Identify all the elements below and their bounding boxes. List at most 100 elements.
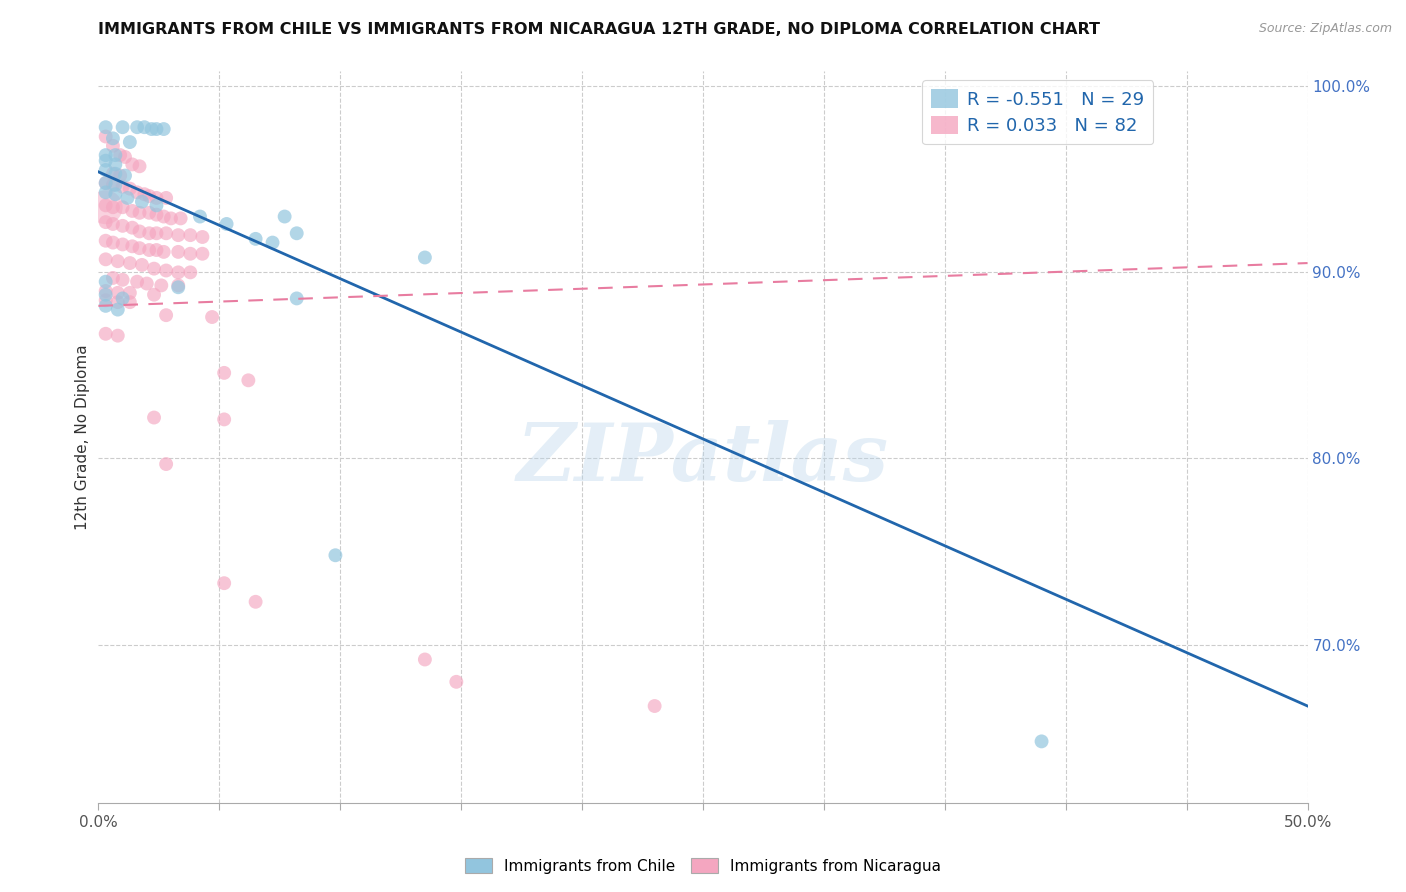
Point xyxy=(104,148,127,162)
Point xyxy=(131,194,153,209)
Point xyxy=(285,227,308,241)
Point xyxy=(108,148,131,162)
Point xyxy=(212,366,235,380)
Point xyxy=(273,210,295,224)
Point xyxy=(107,254,129,268)
Point xyxy=(94,215,117,229)
Point xyxy=(101,200,124,214)
Text: Source: ZipAtlas.com: Source: ZipAtlas.com xyxy=(1258,22,1392,36)
Point xyxy=(118,181,141,195)
Point xyxy=(127,186,149,200)
Point xyxy=(644,699,666,714)
Point xyxy=(121,157,143,171)
Point xyxy=(94,176,117,190)
Point xyxy=(143,410,166,425)
Point xyxy=(127,120,149,135)
Point xyxy=(104,167,127,181)
Point xyxy=(145,227,167,241)
Point xyxy=(138,243,160,257)
Point xyxy=(212,576,235,591)
Point xyxy=(152,122,174,136)
Point xyxy=(121,239,143,253)
Point xyxy=(107,295,129,310)
Point xyxy=(1031,734,1053,748)
Point xyxy=(104,178,127,192)
Legend: Immigrants from Chile, Immigrants from Nicaragua: Immigrants from Chile, Immigrants from N… xyxy=(458,852,948,880)
Point xyxy=(446,674,468,689)
Point xyxy=(94,275,117,289)
Point xyxy=(127,275,149,289)
Point xyxy=(188,210,211,224)
Point xyxy=(179,246,201,260)
Point xyxy=(167,228,190,243)
Point xyxy=(135,277,157,291)
Point xyxy=(131,258,153,272)
Point xyxy=(94,234,117,248)
Point xyxy=(138,189,160,203)
Point xyxy=(413,251,436,265)
Point xyxy=(111,292,134,306)
Point xyxy=(145,122,167,136)
Point xyxy=(152,244,174,259)
Point xyxy=(141,122,163,136)
Point xyxy=(101,138,124,153)
Point xyxy=(101,178,124,192)
Y-axis label: 12th Grade, No Diploma: 12th Grade, No Diploma xyxy=(75,344,90,530)
Point xyxy=(128,159,150,173)
Point xyxy=(143,287,166,301)
Point xyxy=(108,169,131,183)
Point xyxy=(128,224,150,238)
Point xyxy=(121,203,143,218)
Point xyxy=(107,285,129,300)
Point xyxy=(118,285,141,300)
Point xyxy=(152,210,174,224)
Point xyxy=(114,169,136,183)
Point xyxy=(128,206,150,220)
Point xyxy=(94,120,117,135)
Point xyxy=(94,186,117,200)
Point xyxy=(167,280,190,294)
Point xyxy=(238,373,260,387)
Point xyxy=(160,211,183,226)
Point xyxy=(150,278,173,293)
Point xyxy=(201,310,224,324)
Point xyxy=(94,129,117,144)
Point xyxy=(155,308,177,322)
Point xyxy=(138,227,160,241)
Point xyxy=(212,412,235,426)
Point xyxy=(167,244,190,259)
Point xyxy=(94,198,117,212)
Point xyxy=(94,284,117,298)
Point xyxy=(285,292,308,306)
Point xyxy=(101,271,124,285)
Point xyxy=(94,153,117,168)
Point xyxy=(94,163,117,178)
Point xyxy=(94,200,117,214)
Point xyxy=(167,265,190,279)
Point xyxy=(101,217,124,231)
Point xyxy=(215,217,238,231)
Point xyxy=(155,263,177,277)
Text: ZIPatlas: ZIPatlas xyxy=(517,420,889,498)
Point xyxy=(104,157,127,171)
Point xyxy=(101,167,124,181)
Point xyxy=(155,457,177,471)
Point xyxy=(169,211,191,226)
Legend: R = -0.551   N = 29, R = 0.033   N = 82: R = -0.551 N = 29, R = 0.033 N = 82 xyxy=(922,80,1153,145)
Point xyxy=(138,206,160,220)
Point xyxy=(145,191,167,205)
Point xyxy=(134,187,156,202)
Point xyxy=(94,299,117,313)
Point xyxy=(104,187,127,202)
Point xyxy=(101,235,124,250)
Point xyxy=(111,273,134,287)
Point xyxy=(179,228,201,243)
Point xyxy=(128,241,150,255)
Point xyxy=(245,595,267,609)
Point xyxy=(191,246,214,260)
Point xyxy=(325,548,347,562)
Point xyxy=(107,302,129,317)
Point xyxy=(94,326,117,341)
Point xyxy=(143,261,166,276)
Point xyxy=(191,230,214,244)
